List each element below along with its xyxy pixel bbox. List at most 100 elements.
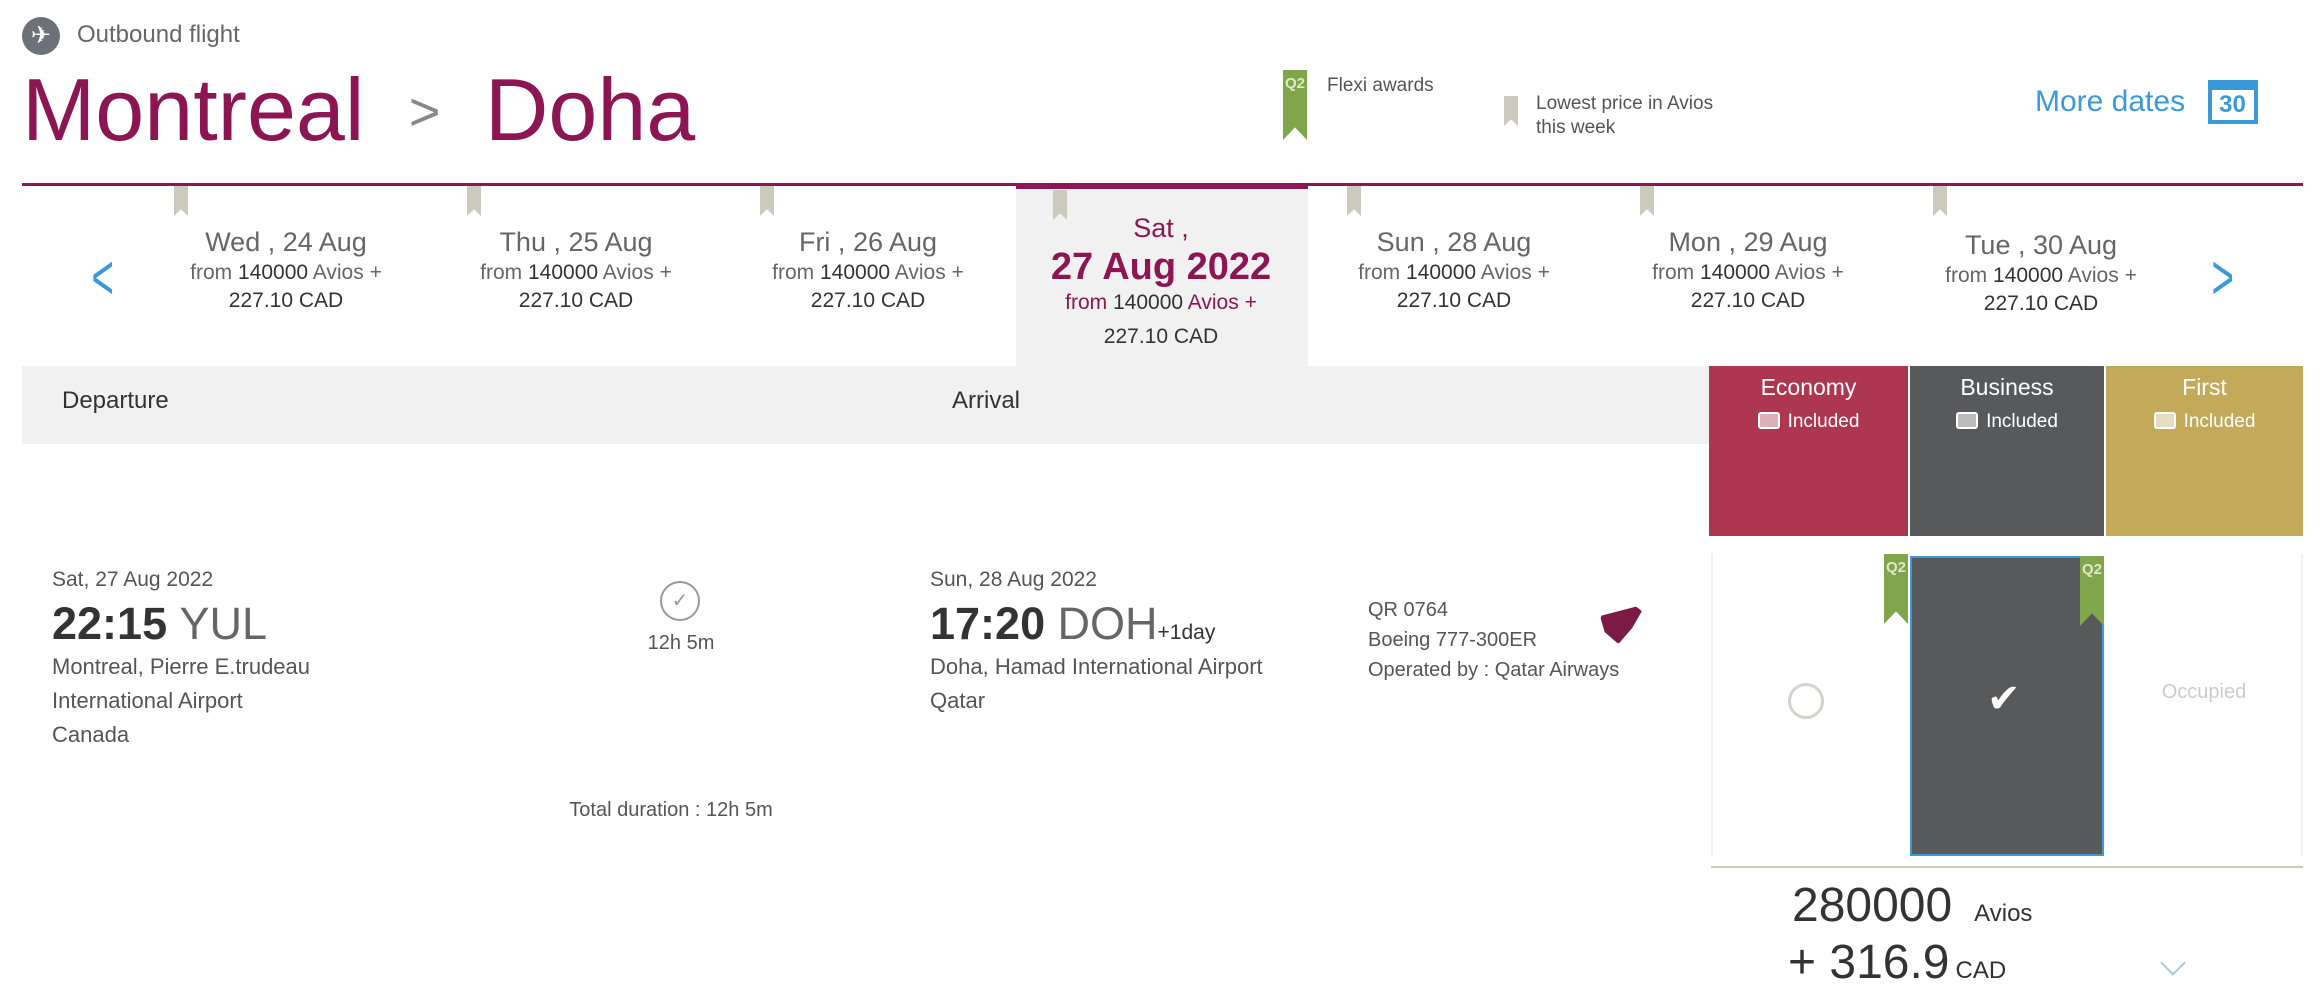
date-from: from 140000 Avios + (1065, 291, 1257, 314)
date-label: Thu , 25 Aug (499, 227, 653, 257)
baggage-icon (1956, 412, 1979, 429)
selected-date: 27 Aug 2022 (1050, 246, 1272, 288)
selected-check-icon: ✔ (1987, 677, 2021, 721)
economy-radio-button[interactable] (1788, 683, 1824, 719)
date-label: Mon , 29 Aug (1668, 227, 1828, 257)
destination-city: Doha (484, 60, 696, 159)
lowest-price-ribbon-icon (1347, 186, 1361, 216)
lowest-price-ribbon-icon (1504, 96, 1518, 126)
date-price: 227.10 CAD (518, 289, 634, 312)
cabin-header-first: First Included (2106, 366, 2303, 536)
baggage-info: Included (1910, 411, 2104, 433)
cabin-header-business: Business Included (1910, 366, 2104, 536)
clock-icon: ✓ (660, 581, 700, 621)
date-from: from 140000 Avios + (1358, 261, 1550, 284)
date-price: 227.10 CAD (228, 289, 344, 312)
baggage-icon (2153, 412, 2176, 429)
more-dates-label: More dates (2035, 85, 2186, 118)
date-from: from 140000 Avios + (480, 261, 672, 284)
fare-cell-first (2106, 554, 2303, 856)
expand-chevron-down-icon[interactable] (2160, 950, 2186, 976)
previous-dates-arrow-icon[interactable]: < (91, 241, 114, 313)
departure-time-row: 22:15 YUL (52, 598, 310, 650)
arrival-time-row: 17:20 DOH+1day (930, 598, 1263, 650)
date-label: Sat , (1133, 213, 1189, 243)
date-price: 227.10 CAD (1396, 289, 1512, 312)
segment-duration: 12h 5m (647, 632, 715, 654)
date-tab-sat-27[interactable]: Sat , 27 Aug 2022 from 140000 Avios + 22… (1021, 211, 1301, 351)
flight-info: QR 0764 Boeing 777-300ER Operated by : Q… (1368, 595, 1619, 685)
lowest-price-ribbon-icon (760, 186, 774, 216)
cabin-name: First (2182, 374, 2227, 400)
date-price: 227.10 CAD (1103, 325, 1219, 348)
departure-time: 22:15 (52, 598, 168, 649)
next-dates-arrow-icon[interactable]: > (2211, 241, 2234, 313)
date-from: from 140000 Avios + (1652, 261, 1844, 284)
date-tab-fri-26[interactable]: Fri , 26 Aug from 140000 Avios + 227.10 CA… (728, 225, 1008, 315)
date-price: 227.10 CAD (1690, 289, 1806, 312)
departure-date: Sat, 27 Aug 2022 (52, 568, 214, 591)
lowest-price-ribbon-icon (1640, 186, 1654, 216)
route-chevron-icon: > (408, 82, 441, 142)
plane-icon: ✈ (22, 17, 60, 55)
total-duration: Total duration : 12h 5m (569, 799, 773, 821)
cabin-name: Economy (1760, 374, 1857, 400)
arrival-time: 17:20 (930, 598, 1046, 649)
departure-column-header: Departure (62, 387, 169, 414)
lowest-price-line-2: this week (1536, 117, 1616, 138)
date-tab-thu-25[interactable]: Thu , 25 Aug from 140000 Avios + 227.10 CA… (436, 225, 716, 315)
lowest-price-label: Lowest price in Avios this week (1536, 92, 1713, 140)
first-occupied-status: Occupied (2161, 681, 2247, 703)
flight-number[interactable]: QR 0764 (1368, 599, 1449, 621)
date-label: Tue , 30 Aug (1964, 230, 2118, 260)
fare-cell-business-selected[interactable] (1910, 556, 2104, 856)
arrival-day-offset: +1day (1157, 621, 1216, 644)
lowest-price-ribbon-icon (174, 186, 188, 216)
date-tab-mon-29[interactable]: Mon , 29 Aug from 140000 Avios + 227.10 CA… (1608, 225, 1888, 315)
date-from: from 140000 Avios + (772, 261, 964, 284)
aircraft-type: Boeing 777-300ER (1368, 629, 1538, 651)
date-price: 227.10 CAD (810, 289, 926, 312)
fare-cell-economy[interactable] (1711, 554, 1908, 856)
departure-airport-line-1: Montreal, Pierre E.trudeau (52, 654, 311, 679)
cabin-header-economy: Economy Included (1709, 366, 1908, 536)
baggage-icon (1757, 412, 1780, 429)
origin-city: Montreal (22, 60, 365, 159)
page-title: Montreal > Doha (22, 60, 695, 162)
date-tab-wed-24[interactable]: Wed , 24 Aug from 140000 Avios + 227.10 CA… (146, 225, 426, 315)
column-header-bar (22, 366, 1710, 444)
cabin-name: Business (1960, 374, 2054, 400)
departure-code: YUL (179, 598, 268, 649)
total-avios: 280000 (1792, 879, 1953, 932)
section-label: Outbound flight (77, 21, 240, 48)
date-tab-tue-30[interactable]: Tue , 30 Aug from 140000 Avios + 227.10 CA… (1901, 228, 2181, 318)
lowest-price-ribbon-icon (467, 186, 481, 216)
flexi-award-ribbon-icon: Q2 (1884, 554, 1908, 624)
avios-unit: Avios (1974, 900, 2033, 927)
calendar-icon: 30 (2207, 80, 2258, 124)
date-label: Fri , 26 Aug (798, 227, 938, 257)
date-tab-sun-28[interactable]: Sun , 28 Aug from 140000 Avios + 227.10 CA… (1314, 225, 1594, 315)
arrival-airport: Doha, Hamad International Airport (930, 654, 1263, 679)
lowest-price-line-1: Lowest price in Avios (1536, 93, 1714, 114)
more-dates-link[interactable]: More dates 30 (2035, 80, 2258, 124)
fare-divider (1711, 866, 2303, 868)
baggage-info: Included (2106, 411, 2303, 433)
arrival-column-header: Arrival (952, 387, 1021, 414)
date-label: Wed , 24 Aug (205, 227, 367, 257)
lowest-price-ribbon-icon (1933, 186, 1947, 216)
total-cash: + 316.9 (1788, 936, 1950, 989)
currency-unit: CAD (1955, 957, 2007, 984)
arrival-code: DOH (1057, 598, 1158, 649)
date-from: from 140000 Avios + (1945, 264, 2137, 287)
flexi-awards-label: Flexi awards (1327, 75, 1434, 96)
departure-info: Sat, 27 Aug 2022 22:15 YUL Montreal, Pie… (52, 568, 310, 752)
departure-country: Canada (52, 722, 130, 747)
departure-airport-line-2: International Airport (52, 688, 243, 713)
arrival-date: Sun, 28 Aug 2022 (930, 568, 1097, 591)
arrival-info: Sun, 28 Aug 2022 17:20 DOH+1day Doha, Ha… (930, 568, 1263, 718)
total-price: 280000 Avios + 316.9 CAD (1788, 878, 2033, 990)
lowest-price-ribbon-icon (1053, 190, 1067, 220)
arrival-country: Qatar (930, 688, 986, 713)
operating-carrier: Operated by : Qatar Airways (1368, 659, 1620, 681)
